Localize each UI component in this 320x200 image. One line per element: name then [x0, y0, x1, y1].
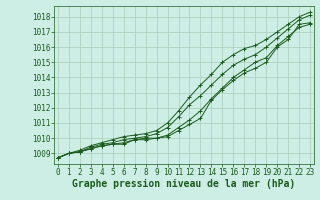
X-axis label: Graphe pression niveau de la mer (hPa): Graphe pression niveau de la mer (hPa)	[72, 179, 296, 189]
